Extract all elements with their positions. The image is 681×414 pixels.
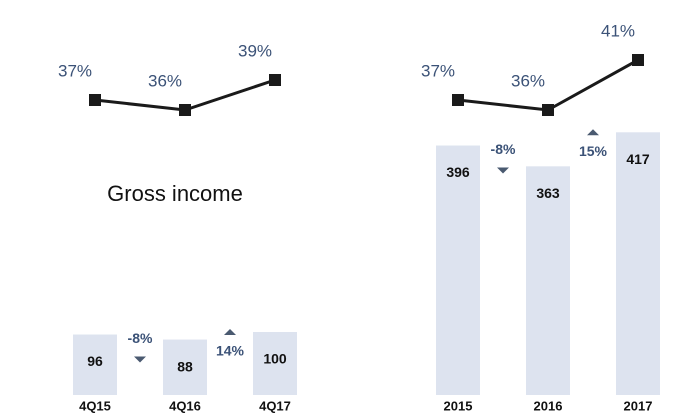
line-value-label: 37% xyxy=(58,61,92,80)
line-marker xyxy=(89,94,101,106)
x-tick-label: 4Q17 xyxy=(259,398,291,413)
change-arrow xyxy=(134,356,146,363)
bar xyxy=(436,145,480,395)
bar xyxy=(163,339,207,395)
change-arrow xyxy=(224,329,236,335)
line-value-label: 36% xyxy=(511,71,545,90)
bar xyxy=(526,166,570,395)
bar-value-label: 417 xyxy=(626,151,650,167)
line-value-label: 37% xyxy=(421,61,455,80)
line-marker xyxy=(452,94,464,106)
line-marker xyxy=(179,104,191,116)
x-tick-label: 4Q16 xyxy=(169,398,201,413)
line-marker xyxy=(269,74,281,86)
change-arrow xyxy=(587,129,599,136)
bar-value-label: 88 xyxy=(177,358,193,374)
bar-value-label: 396 xyxy=(446,164,470,180)
change-label: -8% xyxy=(128,330,153,346)
line-marker xyxy=(632,54,644,66)
x-tick-label: 2017 xyxy=(624,398,653,413)
change-label: 15% xyxy=(579,143,608,159)
line-marker xyxy=(542,104,554,116)
change-arrow xyxy=(497,167,509,174)
x-tick-label: 2015 xyxy=(444,398,473,413)
chart-title: Gross income xyxy=(107,181,243,206)
bar-value-label: 100 xyxy=(263,351,287,367)
line xyxy=(457,58,639,112)
line-value-label: 39% xyxy=(238,41,272,60)
change-label: 14% xyxy=(216,343,245,359)
bar xyxy=(73,334,117,395)
x-tick-label: 2016 xyxy=(534,398,563,413)
change-label: -8% xyxy=(491,141,516,157)
x-tick-label: 4Q15 xyxy=(79,398,111,413)
bar-value-label: 363 xyxy=(536,185,560,201)
line-value-label: 36% xyxy=(148,71,182,90)
bar xyxy=(616,132,660,396)
line-value-label: 41% xyxy=(601,21,635,40)
bar-value-label: 96 xyxy=(87,353,103,369)
bar xyxy=(253,332,297,395)
